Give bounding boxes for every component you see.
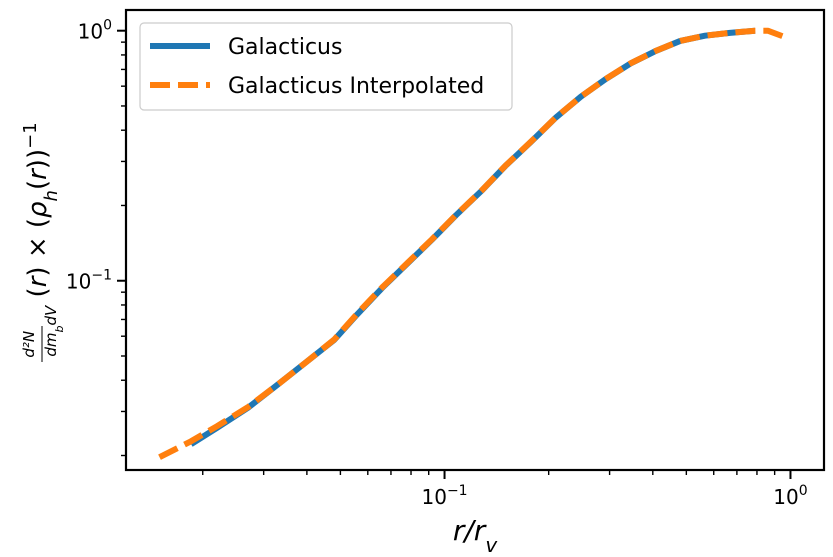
x-axis-label: r/rv (453, 514, 498, 557)
x-tick-label: 10−1 (421, 483, 467, 509)
plot-area-frame (124, 8, 826, 472)
legend-box (139, 22, 513, 111)
series-line-galacticus-interpolated (158, 27, 784, 460)
legend: Galacticus Galacticus Interpolated (139, 22, 513, 111)
y-tick-labels: 10−1 100 (66, 18, 112, 294)
series-layer (158, 27, 784, 460)
x-tick-labels: 10−1 100 (421, 483, 807, 509)
svg-text:d²N dmbdV (r) × (ρ: d²N dmbdV (r) × (ρh(r))−1 (11, 122, 66, 357)
x-tick-label: 100 (773, 483, 807, 509)
legend-label-galacticus: Galacticus (228, 35, 342, 60)
legend-label-galacticus-interpolated: Galacticus Interpolated (228, 74, 484, 99)
y-axis-label: d²N dmbdV (r) × (ρh(r))−1 (11, 122, 66, 362)
y-tick-label: 10−1 (66, 268, 112, 294)
y-tick-label: 100 (78, 18, 112, 44)
ticks-layer (117, 29, 792, 479)
